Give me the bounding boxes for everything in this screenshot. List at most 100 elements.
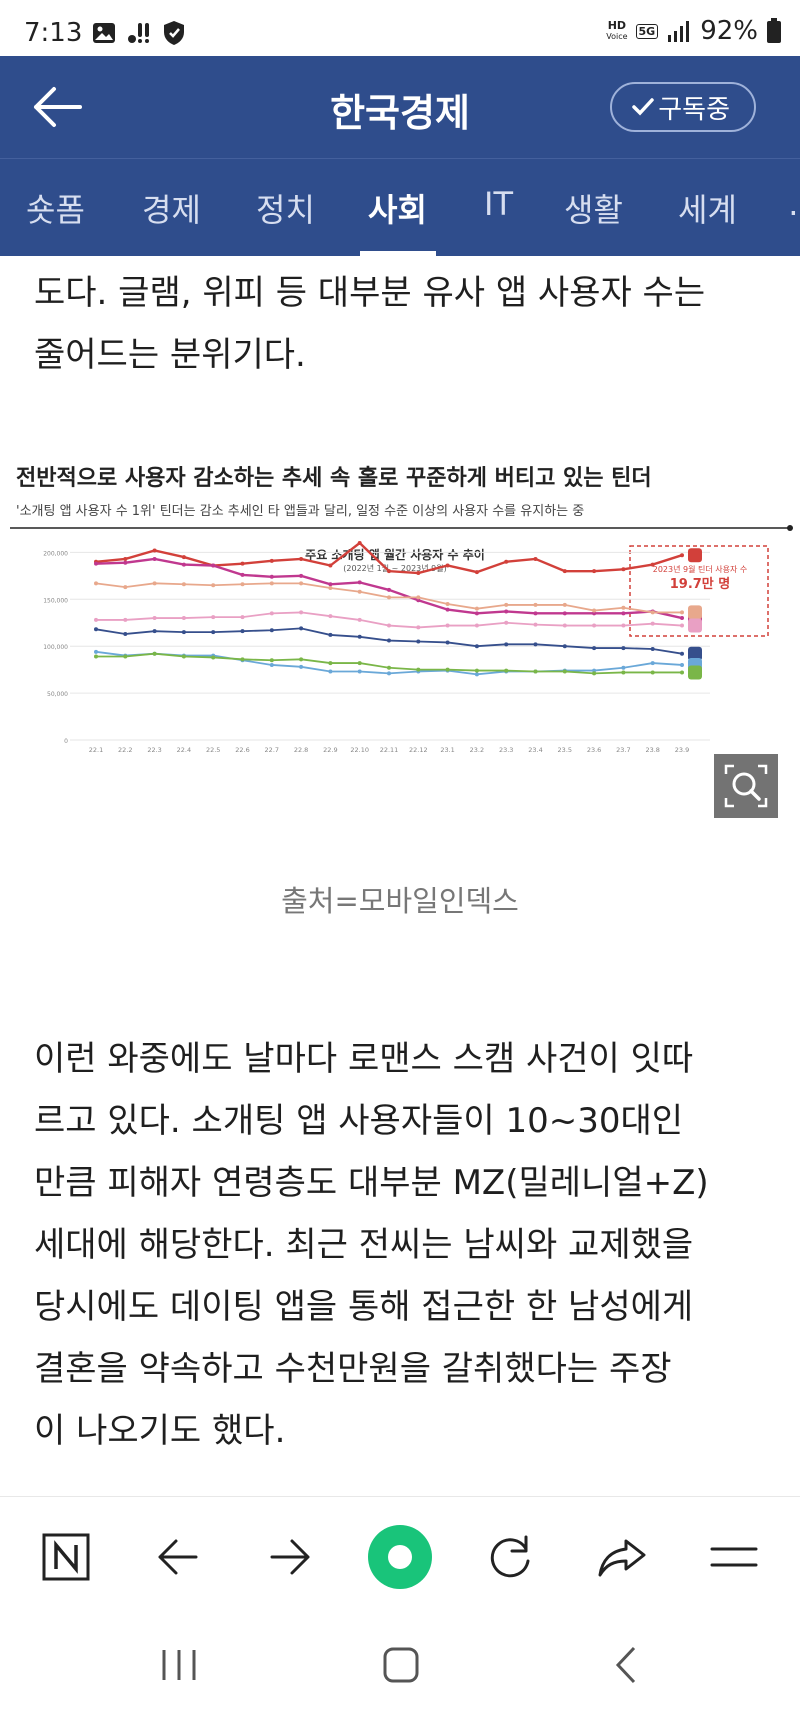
data-point [357, 617, 362, 622]
x-tick-label: 22.5 [206, 746, 220, 754]
data-point [269, 611, 274, 616]
annotation-label: 2023년 9월 틴더 사용자 수 [653, 564, 748, 574]
x-tick-label: 22.10 [350, 746, 369, 754]
tab-society[interactable]: 사회 [368, 191, 427, 229]
back-arrow-icon[interactable] [148, 1527, 208, 1587]
data-point [181, 630, 186, 635]
data-point [474, 644, 479, 649]
recent-apps-icon[interactable] [154, 1640, 204, 1690]
data-point [533, 622, 538, 627]
x-tick-label: 23.4 [528, 746, 542, 754]
tab-world[interactable]: 세계 [678, 191, 737, 229]
data-point [240, 615, 245, 620]
data-point [357, 589, 362, 594]
data-point [357, 580, 362, 585]
back-arrow-icon[interactable] [30, 84, 84, 130]
data-point [474, 623, 479, 628]
subscribe-button[interactable]: 구독중 [610, 82, 756, 132]
data-point [152, 616, 157, 621]
series-app-icon [688, 605, 702, 620]
chart-image[interactable]: 전반적으로 사용자 감소하는 추세 속 홀로 꾸준하게 버티고 있는 틴더 '소… [10, 448, 798, 838]
article-paragraph-2: 이런 와중에도 날마다 로맨스 스캠 사건이 잇따 르고 있다. 소개팅 앱 사… [34, 1039, 709, 1451]
x-tick-label: 23.2 [470, 746, 484, 754]
data-point [299, 581, 304, 586]
status-bar: 7:13 HD Voice 5G 92% [0, 0, 800, 56]
data-point [328, 669, 333, 674]
data-point [474, 668, 479, 673]
data-point [181, 616, 186, 621]
zoom-image-button[interactable] [714, 754, 778, 818]
data-point [650, 621, 655, 626]
data-point [181, 562, 186, 567]
data-point [240, 657, 245, 662]
reload-icon[interactable] [480, 1527, 540, 1587]
data-point [416, 571, 421, 576]
line-chart: 주요 소개팅 앱 월간 사용자 수 추이 (2022년 1월 ~ 2023년 9… [10, 525, 793, 754]
data-point [269, 574, 274, 579]
tab-economy[interactable]: 경제 [142, 191, 201, 229]
data-point [123, 654, 128, 659]
data-point [299, 556, 304, 561]
data-point [240, 582, 245, 587]
home-icon[interactable] [376, 1640, 426, 1690]
data-point [152, 548, 157, 553]
data-point [387, 569, 391, 574]
data-point [504, 620, 509, 625]
series-app-icon [688, 548, 702, 563]
system-back-icon[interactable] [602, 1640, 652, 1690]
data-point [211, 655, 216, 660]
chart-subtitle: (2022년 1월 ~ 2023년 9월) [343, 563, 446, 573]
data-point [445, 563, 450, 568]
image-caption: 출처=모바일인덱스 [281, 884, 519, 918]
x-tick-label: 22.3 [147, 746, 161, 754]
data-point [357, 541, 362, 545]
battery-percent: 92% [700, 16, 758, 46]
data-point [650, 647, 655, 652]
gallery-icon [93, 23, 115, 43]
data-point [123, 631, 128, 636]
data-point [592, 671, 597, 676]
y-tick-label: 50,000 [47, 691, 68, 698]
data-point [211, 563, 216, 568]
share-icon[interactable] [592, 1527, 652, 1587]
y-tick-label: 0 [64, 738, 68, 745]
tab-shortform[interactable]: 숏폼 [26, 191, 85, 229]
data-point [621, 611, 626, 616]
data-point [533, 602, 538, 607]
data-point [621, 665, 626, 670]
data-point [504, 609, 509, 614]
data-point [445, 601, 450, 606]
data-point [680, 670, 684, 675]
data-point [357, 634, 362, 639]
x-tick-label: 23.6 [587, 746, 601, 754]
data-point [94, 654, 98, 659]
forward-arrow-icon[interactable] [260, 1527, 320, 1587]
x-tick-label: 23.8 [645, 746, 659, 754]
data-point [123, 617, 128, 622]
data-point [240, 572, 245, 577]
green-dot-icon[interactable] [366, 1523, 434, 1591]
data-point [680, 623, 684, 628]
tab-life[interactable]: 생활 [564, 191, 623, 229]
active-tab-indicator [360, 251, 436, 256]
data-point [299, 626, 304, 631]
data-point [240, 561, 245, 566]
data-point [592, 569, 597, 574]
data-point [650, 610, 655, 615]
battery-icon [767, 18, 781, 43]
data-point [474, 611, 479, 616]
naver-home-icon[interactable] [36, 1527, 96, 1587]
x-tick-label: 22.4 [177, 746, 191, 754]
data-point [621, 605, 626, 610]
category-tabs: 숏폼 경제 정치 사회 IT 생활 세계 … [0, 158, 800, 256]
tab-it[interactable]: IT [484, 185, 513, 223]
x-tick-label: 23.7 [616, 746, 630, 754]
data-point [592, 668, 597, 673]
data-point [240, 629, 245, 634]
data-point [416, 595, 421, 600]
data-point [592, 608, 597, 613]
tab-politics[interactable]: 정치 [256, 191, 315, 229]
series-app-icon [688, 618, 702, 633]
menu-icon[interactable] [704, 1527, 764, 1587]
hd-voice-icon: HD Voice [606, 19, 628, 41]
